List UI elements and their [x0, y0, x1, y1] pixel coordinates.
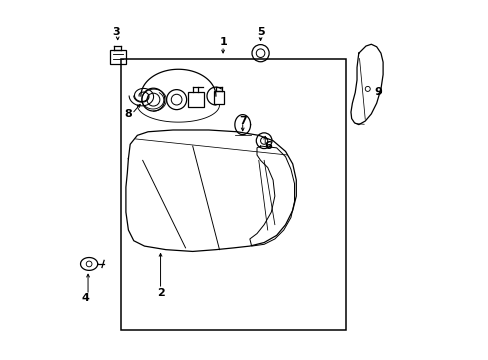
Text: 9: 9 — [374, 87, 382, 98]
Text: 1: 1 — [219, 37, 226, 48]
Bar — [110, 50, 125, 64]
Bar — [214, 91, 224, 104]
Text: 8: 8 — [124, 109, 132, 119]
Bar — [121, 59, 346, 330]
Text: 4: 4 — [81, 293, 89, 303]
Text: 5: 5 — [256, 27, 264, 37]
Text: 6: 6 — [263, 141, 271, 151]
Bar — [188, 92, 203, 108]
Text: 7: 7 — [238, 116, 246, 126]
Text: 2: 2 — [156, 288, 164, 297]
Text: 3: 3 — [112, 27, 120, 37]
